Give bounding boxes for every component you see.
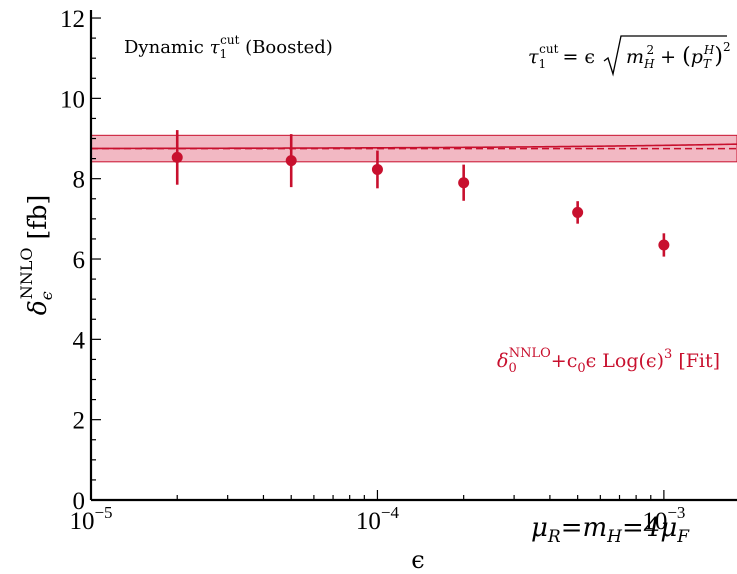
data-point [658,239,670,251]
y-tick-label: 8 [73,167,86,194]
axes: 0 2 4 6 8 10 12 10−5 10−4 10−3 [60,6,737,535]
sqrt-sign [603,35,727,77]
y-axis-label: δϵNNLO [fb] [17,195,56,316]
data-point [458,177,470,189]
data-point [572,206,584,218]
fit-curve [91,143,737,150]
data-points [171,130,670,257]
annotation-formula: τ1cut = ϵ mH2 + (pTH)2 [528,35,731,77]
data-point [285,155,297,167]
fit-label: δ0NNLO+c0ϵ Log(ϵ)3 [Fit] [497,346,720,376]
mu-scale-label: μR=mH=4μF [531,513,690,547]
x-tick-label: 10−3 [642,503,685,535]
x-axis-label: ϵ [411,546,424,574]
y-tick-label: 10 [60,86,85,113]
svg-text:mH2 + (pTH)2: mH2 + (pTH)2 [626,40,731,71]
y-tick-label: 6 [73,247,86,274]
annotation-dynamic-tau: Dynamic τ1cut (Boosted) [124,33,333,61]
x-tick-label: 10−5 [69,503,112,535]
y-tick-label: 2 [73,408,86,435]
y-tick-label: 4 [73,327,86,354]
data-point [371,163,383,175]
y-tick-label: 0 [73,488,86,515]
data-point [171,151,183,163]
x-tick-label: 10−4 [356,503,400,535]
y-tick-label: 12 [60,6,85,33]
svg-text:τ1cut= ϵ: τ1cut = ϵ [528,42,595,71]
